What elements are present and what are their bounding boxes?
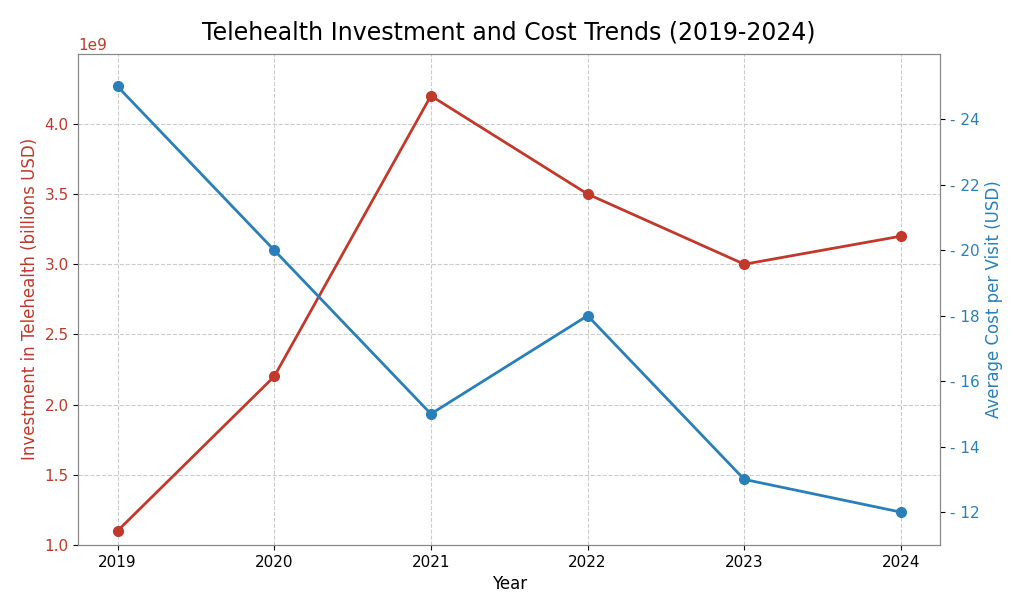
Y-axis label: Average Cost per Visit (USD): Average Cost per Visit (USD) <box>985 181 1004 418</box>
X-axis label: Year: Year <box>492 575 526 593</box>
Title: Telehealth Investment and Cost Trends (2019-2024): Telehealth Investment and Cost Trends (2… <box>203 21 816 45</box>
Y-axis label: Investment in Telehealth (billions USD): Investment in Telehealth (billions USD) <box>20 138 39 460</box>
